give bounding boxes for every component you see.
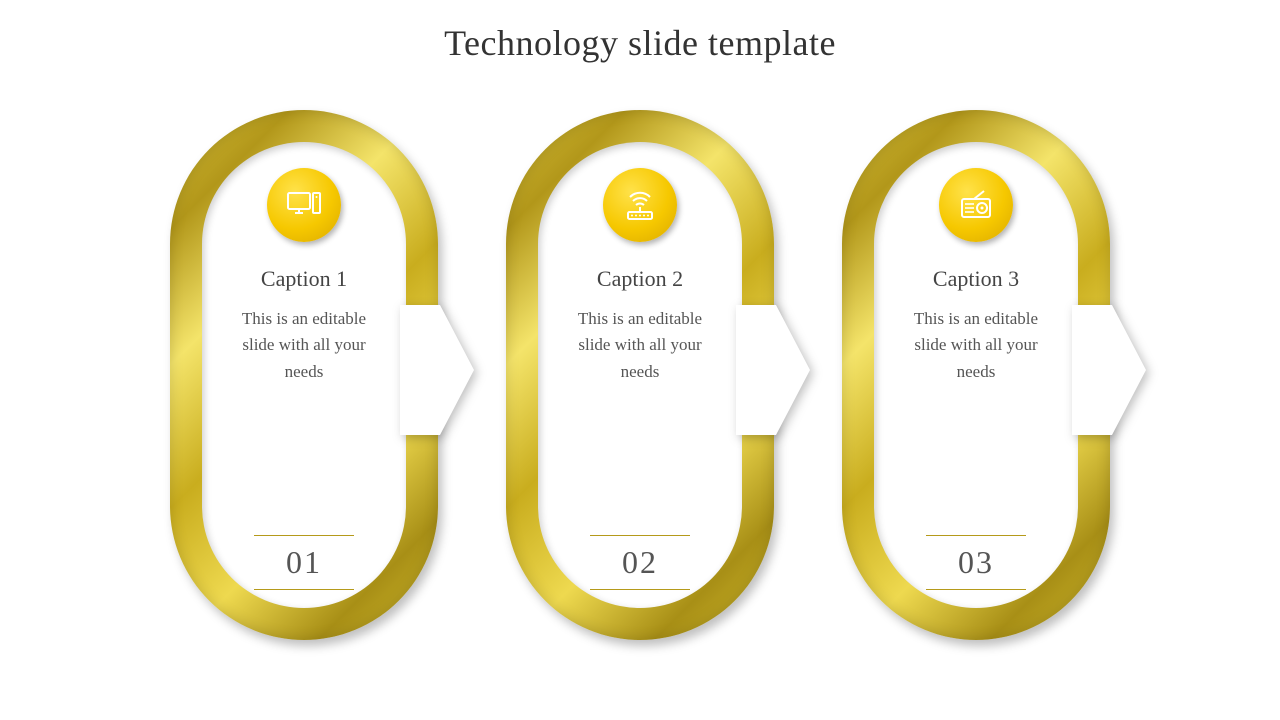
slide-title: Technology slide template xyxy=(0,0,1280,64)
pill-number: 02 xyxy=(590,536,690,589)
pill-inner: Caption 1 This is an editable slide with… xyxy=(202,142,406,608)
pill-number-block: 01 xyxy=(254,535,354,590)
pill-2: Caption 2 This is an editable slide with… xyxy=(506,110,774,640)
connector-arrow xyxy=(736,305,810,435)
pill-number: 01 xyxy=(254,536,354,589)
pill-3: Caption 3 This is an editable slide with… xyxy=(842,110,1110,640)
icon-circle xyxy=(939,168,1013,242)
pill-inner: Caption 3 This is an editable slide with… xyxy=(874,142,1078,608)
computer-icon xyxy=(284,185,324,225)
wifi-icon xyxy=(620,185,660,225)
rule-bottom xyxy=(254,589,354,590)
connector-arrow xyxy=(1072,305,1146,435)
pill-number-block: 03 xyxy=(926,535,1026,590)
pill-caption: Caption 3 xyxy=(933,266,1019,292)
rule-bottom xyxy=(926,589,1026,590)
pill-desc: This is an editable slide with all your … xyxy=(892,306,1060,385)
pill-caption: Caption 2 xyxy=(597,266,683,292)
pill-1: Caption 1 This is an editable slide with… xyxy=(170,110,438,640)
rule-bottom xyxy=(590,589,690,590)
pill-desc: This is an editable slide with all your … xyxy=(220,306,388,385)
slide: Technology slide template Caption 1 T xyxy=(0,0,1280,720)
icon-circle xyxy=(267,168,341,242)
pill-number: 03 xyxy=(926,536,1026,589)
pill-desc: This is an editable slide with all your … xyxy=(556,306,724,385)
pill-caption: Caption 1 xyxy=(261,266,347,292)
pill-inner: Caption 2 This is an editable slide with… xyxy=(538,142,742,608)
connector-arrow xyxy=(400,305,474,435)
icon-circle xyxy=(603,168,677,242)
pill-row: Caption 1 This is an editable slide with… xyxy=(0,110,1280,660)
radio-icon xyxy=(956,185,996,225)
pill-number-block: 02 xyxy=(590,535,690,590)
